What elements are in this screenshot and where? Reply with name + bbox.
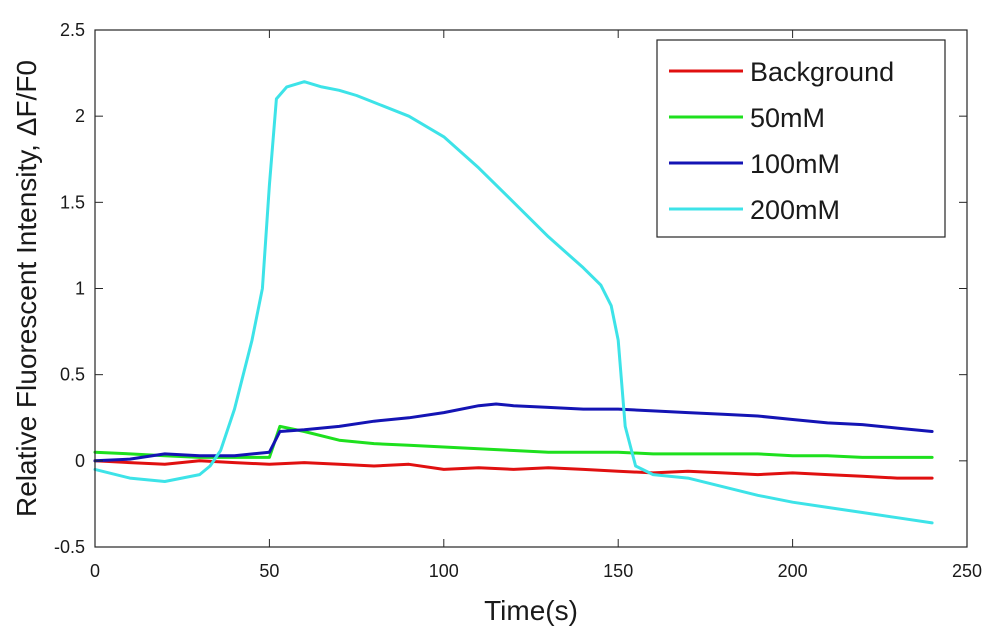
- legend-label-200mm: 200mM: [750, 195, 840, 225]
- series-line-200mm: [93, 80, 934, 525]
- x-tick-label: 50: [259, 561, 279, 581]
- y-axis-label: Relative Fluorescent Intensity, ΔF/F0: [11, 60, 42, 517]
- y-tick-label: 2: [75, 106, 85, 126]
- x-tick-label: 150: [603, 561, 633, 581]
- legend-label-50mm: 50mM: [750, 103, 825, 133]
- x-tick-label: 100: [429, 561, 459, 581]
- legend-box: [656, 39, 946, 238]
- legend: Background 50mM 100mM 200mM: [656, 39, 946, 238]
- legend-label-100mm: 100mM: [750, 149, 840, 179]
- series-layer: [93, 80, 934, 525]
- y-tick-label: 2.5: [60, 20, 85, 40]
- y-tick-label: 1: [75, 279, 85, 299]
- series-line-background: [93, 459, 934, 480]
- y-tick-label: 0.5: [60, 365, 85, 385]
- legend-label-background: Background: [750, 57, 894, 87]
- y-tick-label: 1.5: [60, 192, 85, 212]
- y-tick-label: 0: [75, 451, 85, 471]
- ticks-layer: 0 50 100 150 200 250-0.500.511.522.5: [54, 20, 982, 581]
- series-line-100mm: [93, 402, 934, 463]
- x-tick-label: 200: [778, 561, 808, 581]
- y-tick-label: -0.5: [54, 537, 85, 557]
- x-tick-label: 0: [90, 561, 100, 581]
- x-tick-label: 250: [952, 561, 982, 581]
- series-line-50mm: [93, 424, 934, 459]
- x-axis-label: Time(s): [484, 595, 578, 626]
